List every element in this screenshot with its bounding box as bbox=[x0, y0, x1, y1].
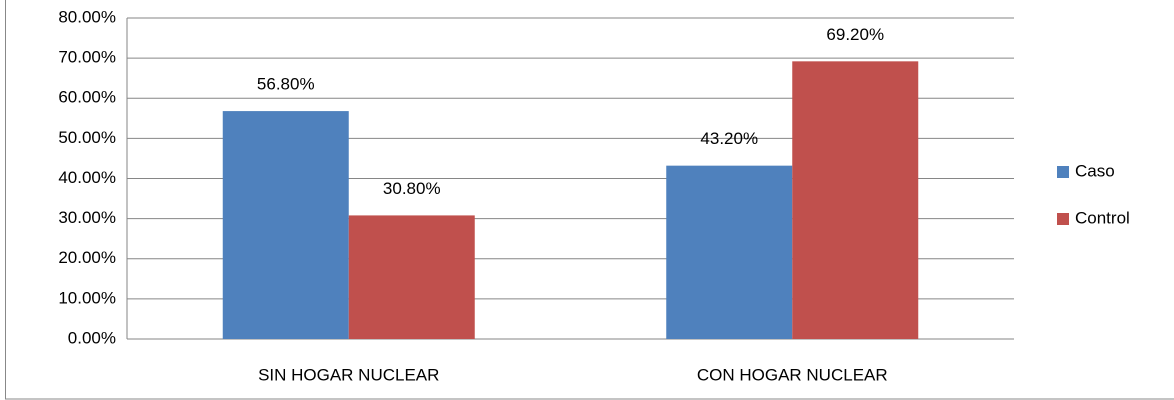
chart-border bbox=[5, 0, 1174, 400]
y-tick-label: 70.00% bbox=[58, 48, 116, 67]
legend-label: Caso bbox=[1075, 161, 1115, 180]
y-tick-label: 80.00% bbox=[58, 7, 116, 26]
y-tick-label: 20.00% bbox=[58, 248, 116, 267]
legend-label: Control bbox=[1075, 208, 1130, 227]
data-label: 69.20% bbox=[826, 25, 884, 44]
x-tick-label: CON HOGAR NUCLEAR bbox=[697, 365, 888, 384]
y-tick-label: 60.00% bbox=[58, 88, 116, 107]
legend-swatch bbox=[1057, 213, 1069, 225]
legend-swatch bbox=[1057, 166, 1069, 178]
bar bbox=[348, 215, 475, 339]
y-tick-label: 40.00% bbox=[58, 168, 116, 187]
data-label: 56.80% bbox=[257, 75, 315, 94]
y-tick-label: 0.00% bbox=[68, 328, 116, 347]
x-tick-label: SIN HOGAR NUCLEAR bbox=[258, 365, 439, 384]
bar bbox=[222, 111, 349, 339]
data-label: 30.80% bbox=[383, 179, 441, 198]
y-tick-label: 30.00% bbox=[58, 208, 116, 227]
y-tick-label: 50.00% bbox=[58, 128, 116, 147]
data-label: 43.20% bbox=[700, 129, 758, 148]
bar bbox=[792, 61, 919, 340]
y-tick-label: 10.00% bbox=[58, 288, 116, 307]
bar bbox=[666, 165, 793, 339]
